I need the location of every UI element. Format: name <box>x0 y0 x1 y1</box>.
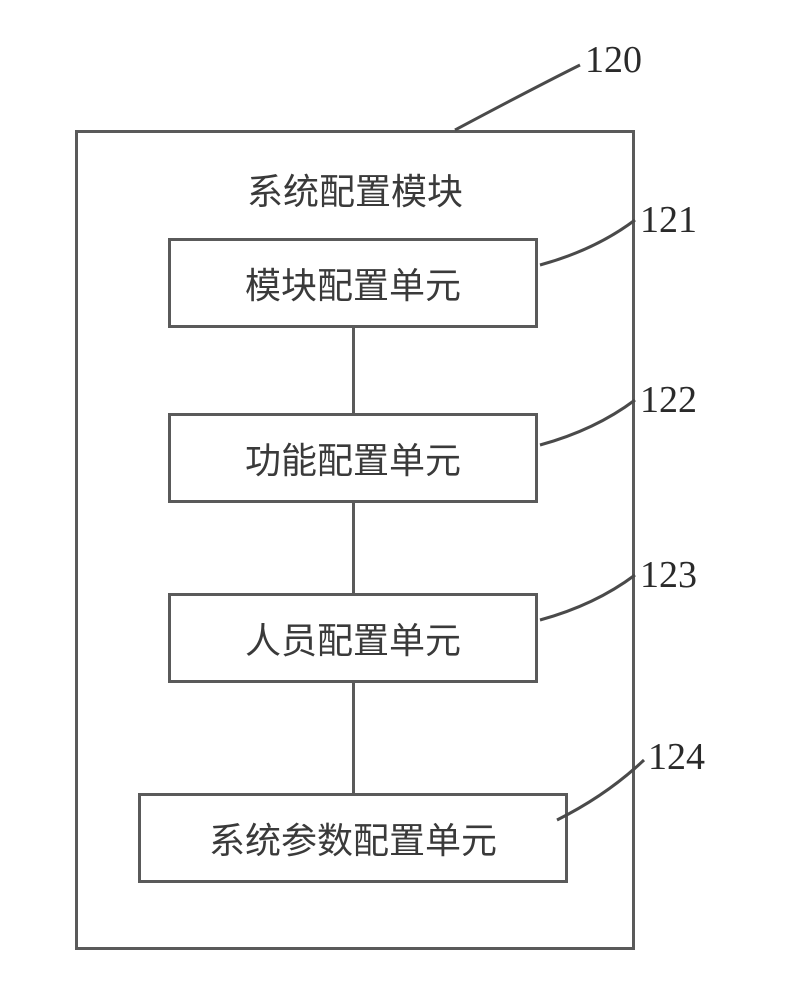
leader-120 <box>450 60 590 140</box>
label-120: 120 <box>585 38 642 82</box>
connector-1-2 <box>352 328 355 413</box>
box-personnel-config-unit: 人员配置单元 <box>168 593 538 683</box>
box-module-config-unit: 模块配置单元 <box>168 238 538 328</box>
label-122: 122 <box>640 378 697 422</box>
box3-text: 人员配置单元 <box>245 612 461 664</box>
box-system-param-config-unit: 系统参数配置单元 <box>138 793 568 883</box>
outer-module-box: 系统配置模块 模块配置单元 功能配置单元 人员配置单元 系统参数配置单元 <box>75 130 635 950</box>
box1-text: 模块配置单元 <box>245 257 461 309</box>
label-123: 123 <box>640 553 697 597</box>
box4-text: 系统参数配置单元 <box>209 812 497 864</box>
box-function-config-unit: 功能配置单元 <box>168 413 538 503</box>
connector-2-3 <box>352 503 355 593</box>
module-title: 系统配置模块 <box>78 163 632 215</box>
box2-text: 功能配置单元 <box>245 432 461 484</box>
label-124: 124 <box>648 735 705 779</box>
connector-3-4 <box>352 683 355 793</box>
label-121: 121 <box>640 198 697 242</box>
